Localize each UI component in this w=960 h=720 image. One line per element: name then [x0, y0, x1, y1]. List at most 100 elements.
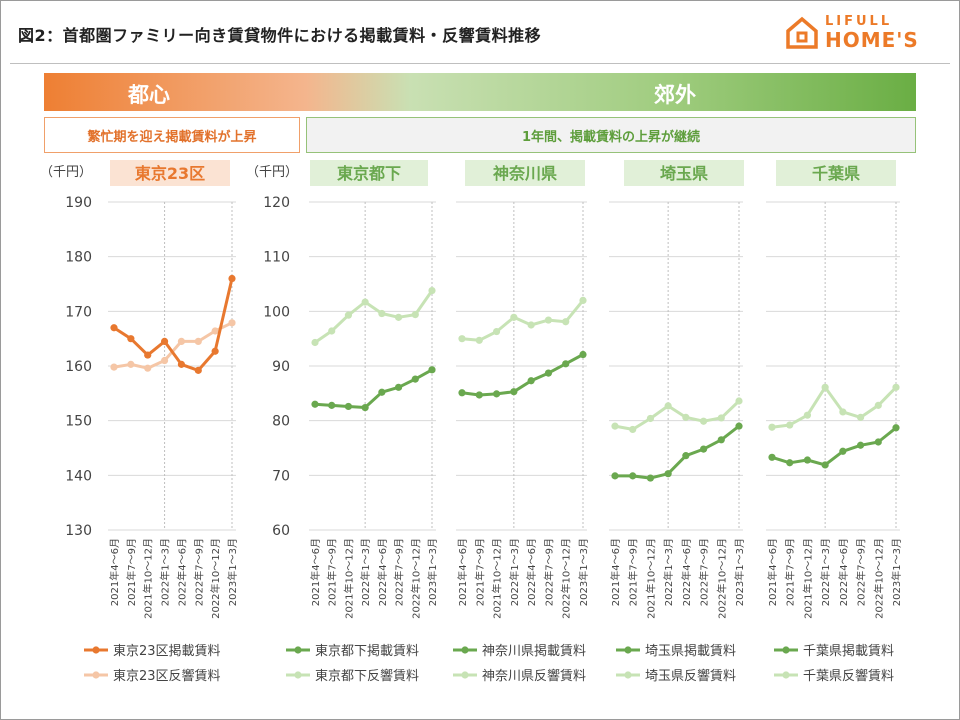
- x-tick-label: 2022年7〜9月: [192, 538, 205, 606]
- data-point: [699, 417, 708, 425]
- x-tick-label: 2021年10〜12月: [801, 538, 814, 619]
- legend-swatch-marker: [92, 671, 100, 679]
- legend-label: 東京23区反響賃料: [113, 668, 221, 684]
- data-point: [361, 298, 369, 306]
- data-point: [562, 360, 570, 368]
- x-tick-label: 2021年7〜9月: [473, 538, 486, 606]
- data-point: [839, 447, 847, 455]
- data-point: [892, 383, 900, 391]
- x-tick-label: 2022年1〜3月: [159, 538, 172, 606]
- data-point: [510, 388, 518, 396]
- data-point: [611, 422, 619, 430]
- region-tag-bg: [776, 160, 896, 186]
- data-point: [228, 274, 236, 283]
- y-tick-label: 100: [263, 304, 290, 320]
- data-point: [682, 413, 690, 421]
- data-point: [428, 366, 436, 374]
- region-tag-label: 埼玉県: [660, 164, 708, 183]
- data-point: [378, 388, 386, 396]
- data-point: [411, 311, 419, 319]
- legend-swatch-marker: [624, 646, 632, 654]
- data-point: [394, 313, 403, 321]
- y-tick-label: 140: [65, 468, 92, 484]
- data-point: [699, 445, 708, 453]
- band-label-central: 都心: [128, 83, 170, 107]
- x-tick-label: 2021年4〜6月: [456, 538, 469, 606]
- data-point: [492, 327, 501, 336]
- data-point: [160, 356, 169, 365]
- data-point: [144, 364, 152, 372]
- x-tick-label: 2022年1〜3月: [508, 538, 521, 606]
- data-point: [127, 335, 135, 343]
- data-point: [856, 441, 865, 449]
- x-tick-label: 2021年10〜12月: [491, 538, 504, 619]
- data-point: [803, 456, 812, 464]
- x-tick-label: 2022年1〜3月: [819, 538, 832, 606]
- data-point: [160, 337, 169, 345]
- data-point: [177, 337, 186, 345]
- data-point: [682, 452, 690, 460]
- data-point: [717, 436, 725, 444]
- y-tick-label: 80: [272, 414, 290, 430]
- data-point: [544, 369, 553, 377]
- house-icon: [786, 16, 818, 49]
- legend-label: 東京23区掲載賃料: [113, 643, 221, 659]
- data-point: [228, 319, 236, 327]
- data-point: [821, 461, 829, 469]
- legend-label: 東京都下掲載賃料: [315, 643, 419, 659]
- region-tag-label: 千葉県: [812, 164, 860, 183]
- legend-swatch-marker: [92, 646, 100, 654]
- data-point: [629, 425, 637, 434]
- x-tick-label: 2022年1〜3月: [662, 538, 675, 606]
- x-tick-label: 2022年10〜12月: [715, 538, 728, 619]
- legend-label: 神奈川県掲載賃料: [482, 643, 586, 659]
- logo-wordmark-bottom: HOME'S: [825, 28, 919, 52]
- data-point: [768, 423, 776, 431]
- x-tick-label: 2022年7〜9月: [855, 538, 868, 606]
- x-tick-label: 2021年10〜12月: [142, 538, 155, 619]
- legend-swatch-marker: [782, 671, 790, 679]
- x-tick-label: 2021年10〜12月: [342, 538, 355, 619]
- x-tick-label: 2022年7〜9月: [542, 538, 555, 606]
- band-label-suburbs: 郊外: [654, 83, 696, 107]
- x-tick-label: 2021年4〜6月: [309, 538, 322, 606]
- lifull-homes-logo: LIFULL HOME'S: [785, 12, 945, 56]
- data-point: [475, 391, 483, 399]
- data-point: [211, 327, 219, 335]
- x-tick-label: 2022年4〜6月: [175, 538, 188, 606]
- legend-label: 埼玉県掲載賃料: [645, 643, 736, 659]
- x-tick-label: 2022年7〜9月: [393, 538, 406, 606]
- legend-swatch-marker: [294, 646, 302, 654]
- data-point: [579, 296, 587, 304]
- x-tick-label: 2022年4〜6月: [525, 538, 538, 606]
- series-line: [615, 424, 740, 480]
- data-point: [874, 438, 882, 446]
- y-tick-label: 120: [263, 195, 290, 211]
- x-tick-label: 2023年1〜3月: [890, 538, 903, 606]
- legend-swatch-marker: [294, 671, 302, 679]
- legend-swatch-marker: [782, 646, 790, 654]
- note-central: 繁忙期を迎え掲載賃料が上昇: [44, 117, 300, 153]
- data-point: [629, 472, 637, 480]
- x-tick-label: 2022年10〜12月: [560, 538, 573, 619]
- data-point: [611, 472, 619, 480]
- data-point: [768, 453, 776, 461]
- data-point: [344, 311, 353, 319]
- region-tag-label: 東京23区: [135, 164, 205, 183]
- data-point: [874, 401, 882, 409]
- x-tick-label: 2021年4〜6月: [108, 538, 121, 606]
- x-tick-label: 2022年7〜9月: [698, 538, 711, 606]
- y-tick-label: 70: [272, 468, 290, 484]
- x-tick-label: 2022年4〜6月: [837, 538, 850, 606]
- data-point: [361, 403, 369, 412]
- legend-label: 神奈川県反響賃料: [482, 668, 586, 684]
- y-tick-label: 160: [65, 359, 92, 375]
- region-tag-label: 神奈川県: [493, 164, 557, 183]
- x-tick-label: 2021年7〜9月: [125, 538, 138, 606]
- x-tick-label: 2023年1〜3月: [226, 538, 239, 606]
- region-band: 都心 郊外: [44, 73, 916, 111]
- legend-label: 東京都下反響賃料: [315, 668, 419, 684]
- data-point: [821, 383, 829, 391]
- legend-label: 埼玉県反響賃料: [645, 668, 736, 684]
